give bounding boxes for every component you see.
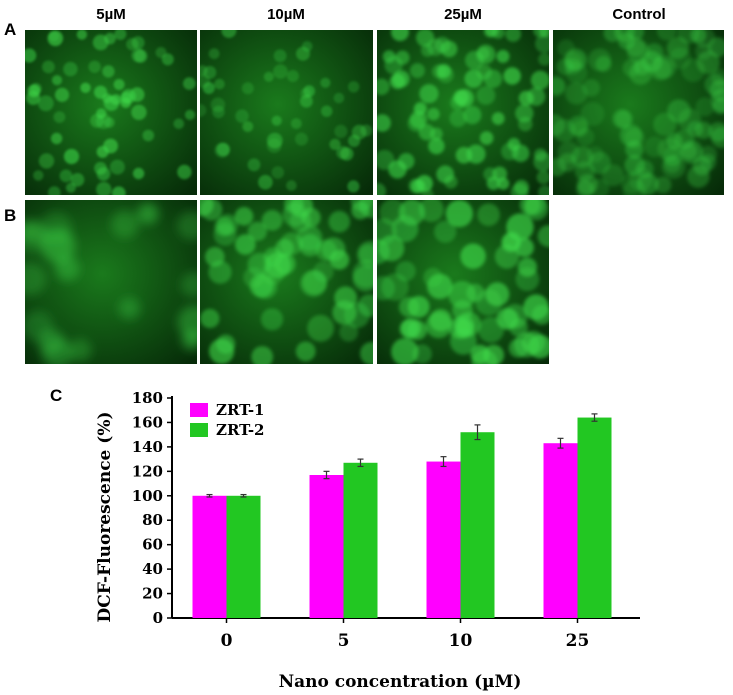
y-tick-label: 40 — [142, 560, 163, 578]
y-tick-label: 20 — [142, 585, 163, 603]
column-label-10um: 10µM — [267, 6, 305, 23]
bar-zrt-1-10 — [426, 461, 461, 618]
y-tick-label: 140 — [132, 438, 163, 456]
column-label-5um: 5µM — [96, 6, 126, 23]
error-bar — [323, 470, 330, 480]
column-label-25um: 25µM — [444, 6, 482, 23]
panel-label-b: B — [4, 206, 17, 225]
bar-zrt-2-25 — [577, 417, 612, 618]
y-tick-label: 180 — [132, 389, 163, 407]
bar-zrt-2-5 — [343, 462, 378, 618]
column-label-control: Control — [612, 6, 666, 23]
bar-zrt-2-10 — [460, 432, 495, 618]
error-bar — [440, 456, 447, 468]
legend-label-zrt-2: ZRT-2 — [216, 421, 265, 439]
error-bar — [240, 493, 247, 498]
error-bar — [357, 458, 364, 468]
y-tick-label: 80 — [142, 511, 163, 529]
panel-label-c: C — [50, 386, 63, 405]
micrograph-b-10um — [200, 200, 373, 364]
panel-label-a: A — [4, 20, 17, 39]
y-tick-label: 160 — [132, 413, 163, 431]
error-bar — [206, 493, 213, 498]
micrograph-a-25um — [377, 30, 549, 195]
bar-zrt-2-0 — [226, 495, 261, 618]
micrograph-a-10um — [200, 30, 373, 195]
x-tick-label: 25 — [566, 631, 590, 651]
error-bar — [557, 437, 564, 449]
bar-zrt-1-25 — [543, 443, 578, 618]
x-tick-label: 0 — [221, 631, 233, 651]
micrograph-b-5um — [25, 200, 197, 364]
micrograph-a-control — [553, 30, 724, 195]
x-axis-label: Nano concentration (µM) — [279, 672, 522, 692]
bar-zrt-1-5 — [309, 475, 344, 618]
legend-label-zrt-1: ZRT-1 — [216, 401, 265, 419]
x-tick-label: 5 — [338, 631, 350, 651]
y-tick-label: 100 — [132, 487, 163, 505]
error-bar — [591, 413, 598, 422]
bar-chart: 0 20 40 60 80 100 120 140 160 180 0 5 10 25 ZRT-1 ZRT-2… — [95, 389, 640, 692]
micrograph-b-25um — [377, 200, 549, 364]
legend-swatch-zrt-2 — [190, 423, 208, 437]
x-tick-label: 10 — [449, 631, 473, 651]
error-bar — [474, 424, 481, 441]
micrograph-a-5um — [25, 30, 197, 195]
y-axis-label: DCF-Fluorescence (%) — [95, 411, 115, 622]
y-tick-label: 0 — [153, 609, 163, 627]
y-tick-label: 60 — [142, 536, 163, 554]
legend-swatch-zrt-1 — [190, 403, 208, 417]
y-tick-label: 120 — [132, 462, 163, 480]
bar-zrt-1-0 — [192, 495, 227, 618]
